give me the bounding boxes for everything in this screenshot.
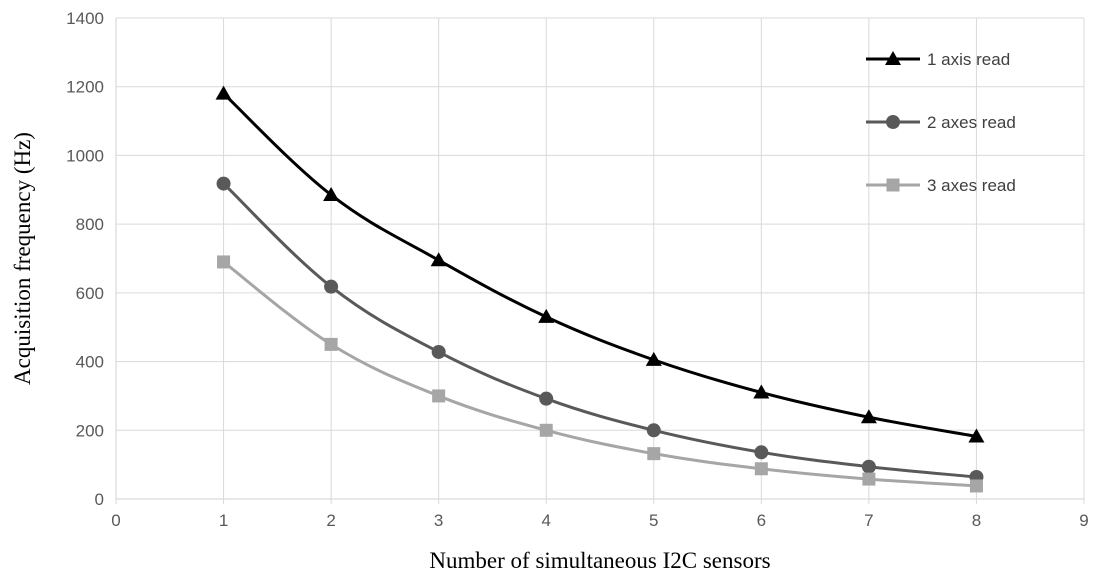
data-point <box>217 255 231 269</box>
legend-label: 1 axis read <box>927 50 1010 69</box>
y-tick-label: 1200 <box>66 78 104 97</box>
data-point <box>539 391 554 406</box>
y-tick-label: 200 <box>76 421 104 440</box>
data-point <box>432 389 446 403</box>
gridlines <box>116 17 1085 499</box>
data-point <box>539 423 553 437</box>
series-line <box>222 92 977 438</box>
legend-item: 2 axes read <box>866 113 1016 132</box>
legend-label: 2 axes read <box>927 113 1016 132</box>
data-point <box>538 308 555 323</box>
data-point <box>754 462 768 476</box>
data-point <box>754 445 769 460</box>
data-point <box>323 186 340 201</box>
x-tick-label: 4 <box>541 511 550 530</box>
data-point <box>860 409 877 424</box>
legend-swatch-marker <box>886 178 900 192</box>
y-tick-label: 1000 <box>66 146 104 165</box>
series-2 <box>216 176 984 485</box>
tick-labels: 0 200 400 600 800 1000 1200 1400 0 1 2 3 4 5 6 7 8 9 <box>66 9 1089 530</box>
series-3 <box>217 255 983 493</box>
legend-swatch-marker <box>886 115 900 129</box>
data-point <box>862 472 876 486</box>
x-tick-label: 6 <box>757 511 766 530</box>
x-tick-label: 3 <box>434 511 443 530</box>
y-tick-label: 1400 <box>66 9 104 28</box>
x-tick-label: 2 <box>326 511 335 530</box>
data-point <box>968 428 985 443</box>
legend-item: 3 axes read <box>866 176 1016 195</box>
y-tick-label: 400 <box>76 353 104 372</box>
data-point <box>431 344 446 359</box>
x-tick-label: 1 <box>219 511 228 530</box>
x-axis-title: Number of simultaneous I2C sensors <box>429 548 770 573</box>
series-lines <box>215 85 985 493</box>
series-line <box>222 182 977 479</box>
data-point <box>753 384 770 399</box>
data-point <box>646 423 661 438</box>
legend-swatch-marker <box>885 51 901 65</box>
y-tick-label: 800 <box>76 215 104 234</box>
data-point <box>324 279 339 294</box>
data-point <box>216 176 231 191</box>
legend: 1 axis read 2 axes read 3 axes read <box>866 50 1016 195</box>
x-tick-label: 5 <box>649 511 658 530</box>
data-point <box>430 252 447 267</box>
data-point <box>215 85 232 100</box>
legend-label: 3 axes read <box>927 176 1016 195</box>
data-point <box>647 447 661 461</box>
x-tick-label: 7 <box>864 511 873 530</box>
series-line <box>222 260 977 488</box>
data-point <box>645 351 662 366</box>
data-point <box>861 459 876 474</box>
legend-item: 1 axis read <box>866 50 1010 69</box>
y-tick-label: 0 <box>95 490 104 509</box>
data-point <box>324 337 338 351</box>
y-tick-label: 600 <box>76 284 104 303</box>
x-tick-label: 8 <box>972 511 981 530</box>
x-tick-label: 9 <box>1079 511 1088 530</box>
series-1 <box>215 85 985 443</box>
data-point <box>969 479 983 493</box>
y-axis-title: Acquisition frequency (Hz) <box>10 132 35 385</box>
axes <box>115 18 1085 504</box>
x-tick-label: 0 <box>111 511 120 530</box>
